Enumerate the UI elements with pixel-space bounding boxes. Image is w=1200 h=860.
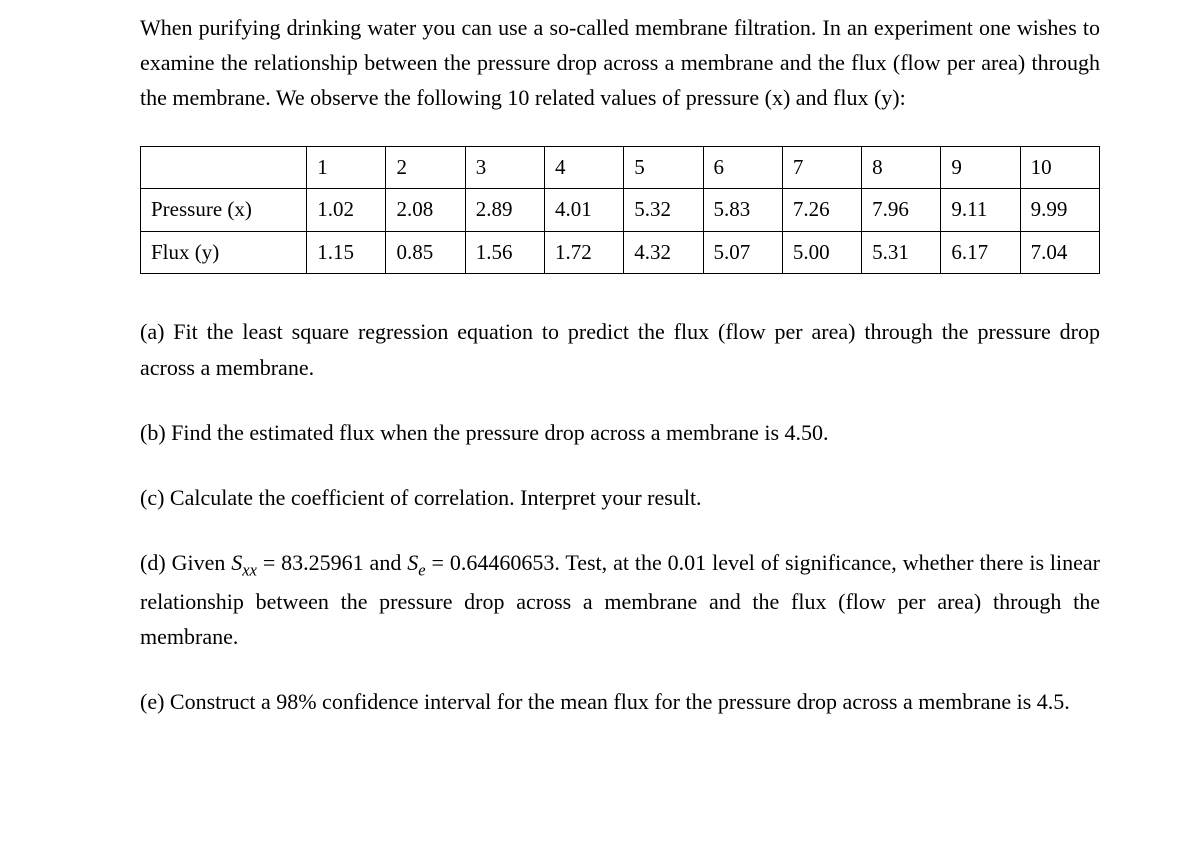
- table-cell: 4: [545, 146, 624, 189]
- table-cell: 7.04: [1020, 231, 1099, 274]
- question-e: (e) Construct a 98% confidence interval …: [140, 684, 1100, 719]
- table-cell: 6.17: [941, 231, 1020, 274]
- sxx-subscript: xx: [242, 560, 257, 579]
- table-cell: 5.00: [782, 231, 861, 274]
- table-cell: 4.01: [545, 189, 624, 232]
- table-cell: 7.96: [862, 189, 941, 232]
- table-cell: 7.26: [782, 189, 861, 232]
- question-b: (b) Find the estimated flux when the pre…: [140, 415, 1100, 450]
- table-cell: 5.83: [703, 189, 782, 232]
- table-cell: 1.72: [545, 231, 624, 274]
- table-cell: 5.07: [703, 231, 782, 274]
- question-d-prefix: (d) Given: [140, 550, 231, 575]
- table-pressure-row: Pressure (x) 1.02 2.08 2.89 4.01 5.32 5.…: [141, 189, 1100, 232]
- table-cell: 9.99: [1020, 189, 1099, 232]
- question-d: (d) Given Sxx = 83.25961 and Se = 0.6446…: [140, 545, 1100, 654]
- table-cell: 1.15: [307, 231, 386, 274]
- table-cell: Flux (y): [141, 231, 307, 274]
- table-cell: 0.85: [386, 231, 465, 274]
- table-cell: 9: [941, 146, 1020, 189]
- table-cell: 8: [862, 146, 941, 189]
- table-cell: 9.11: [941, 189, 1020, 232]
- table-cell: 3: [465, 146, 544, 189]
- se-symbol: S: [407, 550, 418, 575]
- table-cell: 2.89: [465, 189, 544, 232]
- table-cell: 6: [703, 146, 782, 189]
- se-subscript: e: [418, 560, 425, 579]
- table-cell: 10: [1020, 146, 1099, 189]
- sxx-symbol: S: [231, 550, 242, 575]
- table-cell: 2: [386, 146, 465, 189]
- table-cell: 2.08: [386, 189, 465, 232]
- table-cell: 1.02: [307, 189, 386, 232]
- table-cell: Pressure (x): [141, 189, 307, 232]
- data-table: 1 2 3 4 5 6 7 8 9 10 Pressure (x) 1.02 2…: [140, 146, 1100, 275]
- table-cell: 1: [307, 146, 386, 189]
- table-cell: 5.31: [862, 231, 941, 274]
- question-a: (a) Fit the least square regression equa…: [140, 314, 1100, 384]
- table-header-row: 1 2 3 4 5 6 7 8 9 10: [141, 146, 1100, 189]
- table-cell: 1.56: [465, 231, 544, 274]
- table-flux-row: Flux (y) 1.15 0.85 1.56 1.72 4.32 5.07 5…: [141, 231, 1100, 274]
- question-d-mid1: = 83.25961 and: [257, 550, 407, 575]
- table-cell: 7: [782, 146, 861, 189]
- table-cell: [141, 146, 307, 189]
- question-c: (c) Calculate the coefficient of correla…: [140, 480, 1100, 515]
- table-cell: 4.32: [624, 231, 703, 274]
- intro-paragraph: When purifying drinking water you can us…: [140, 10, 1100, 116]
- table-cell: 5: [624, 146, 703, 189]
- table-cell: 5.32: [624, 189, 703, 232]
